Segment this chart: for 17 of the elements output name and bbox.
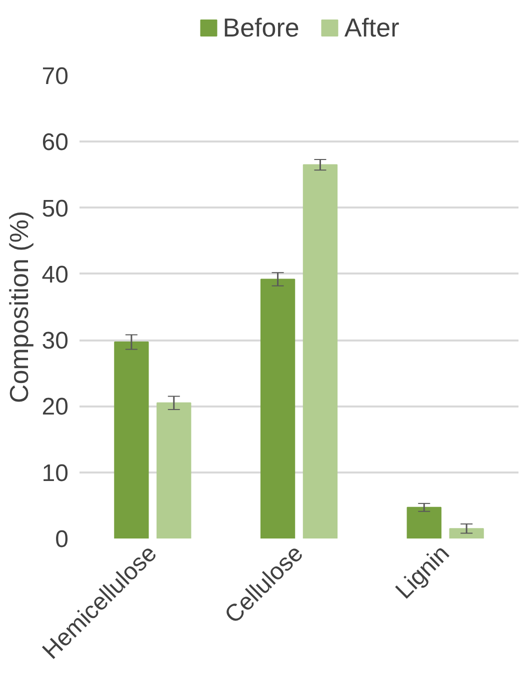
bar	[406, 506, 442, 538]
y-tick-label: 30	[42, 328, 69, 355]
bar	[449, 528, 484, 538]
y-tick-label: 40	[42, 261, 69, 288]
y-tick-label: 0	[55, 526, 69, 553]
bar	[156, 402, 192, 538]
bar	[114, 342, 149, 538]
y-tick-label: 20	[42, 394, 69, 421]
y-axis-title: Composition (%)	[4, 210, 34, 404]
bar	[302, 164, 338, 538]
legend-label: After	[344, 12, 400, 43]
y-tick-label: 10	[42, 460, 69, 487]
legend-label: Before	[222, 12, 300, 43]
y-tick-label: 70	[42, 63, 69, 90]
y-tick-label: 60	[42, 129, 69, 156]
bar	[260, 278, 296, 538]
y-tick-label: 50	[42, 195, 69, 222]
